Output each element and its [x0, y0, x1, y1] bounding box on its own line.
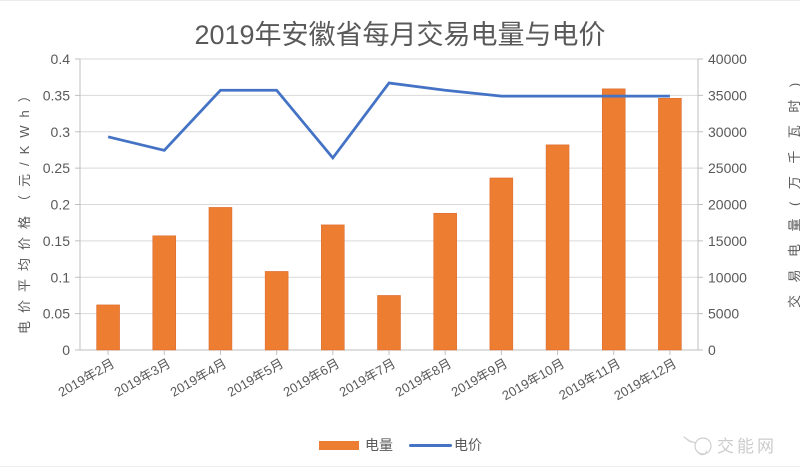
svg-text:30000: 30000 [708, 124, 747, 140]
svg-text:0.4: 0.4 [51, 51, 71, 67]
svg-text:0.15: 0.15 [43, 233, 70, 249]
svg-text:35000: 35000 [708, 87, 747, 103]
svg-text:10000: 10000 [708, 269, 747, 285]
svg-text:0.35: 0.35 [43, 87, 70, 103]
svg-text:0.2: 0.2 [51, 197, 71, 213]
svg-text:0.3: 0.3 [51, 124, 71, 140]
svg-text:0.05: 0.05 [43, 306, 70, 322]
svg-text:交能网: 交能网 [717, 437, 777, 456]
svg-text:0.1: 0.1 [51, 269, 71, 285]
svg-text:25000: 25000 [708, 160, 747, 176]
svg-text:5000: 5000 [708, 306, 739, 322]
svg-text:15000: 15000 [708, 233, 747, 249]
svg-text:20000: 20000 [708, 197, 747, 213]
svg-text:40000: 40000 [708, 51, 747, 67]
svg-text:0.25: 0.25 [43, 160, 70, 176]
